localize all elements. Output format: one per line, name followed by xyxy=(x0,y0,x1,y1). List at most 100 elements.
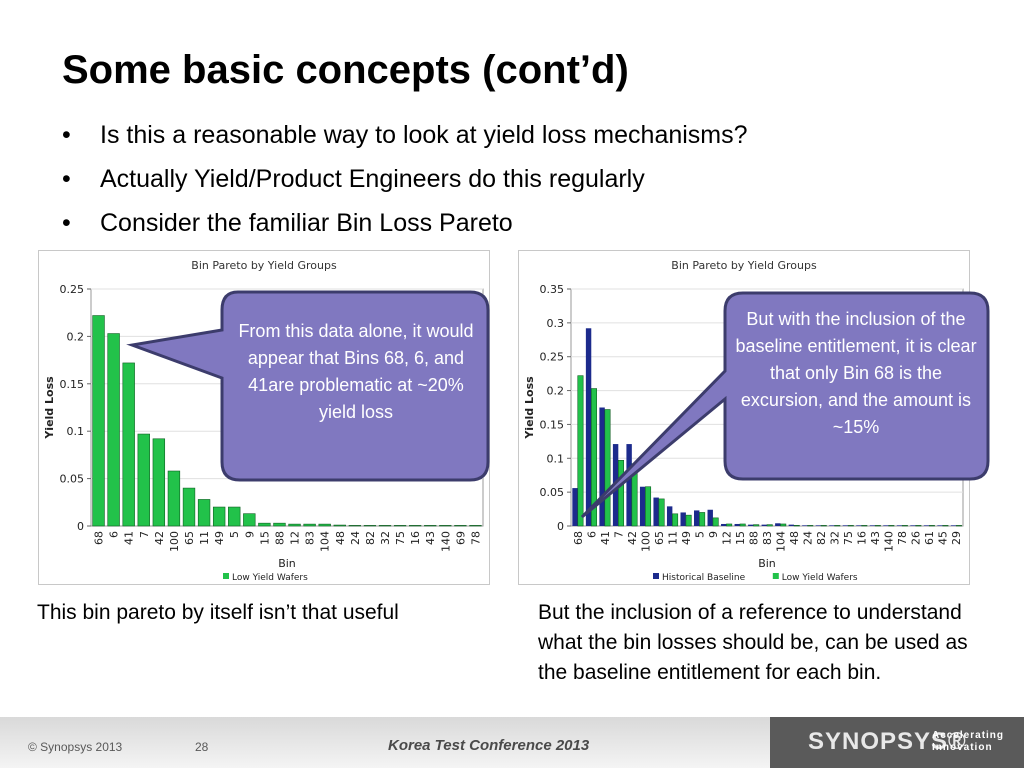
bar xyxy=(748,524,754,526)
bar xyxy=(788,524,795,526)
bar xyxy=(807,525,814,527)
bar xyxy=(883,525,889,526)
legend-label: Historical Baseline xyxy=(662,573,746,583)
x-tick-label: 88 xyxy=(273,531,286,545)
bar xyxy=(122,362,135,527)
chart-title-band xyxy=(527,255,961,277)
bar xyxy=(861,525,868,527)
x-tick-label: 24 xyxy=(802,531,815,545)
bullet-item: Is this a reasonable way to look at yiel… xyxy=(62,120,748,150)
x-tick-label: 11 xyxy=(666,531,679,545)
y-axis-label: Yield Loss xyxy=(43,376,56,440)
x-tick-label: 9 xyxy=(243,531,256,538)
x-tick-label: 15 xyxy=(258,531,271,545)
x-tick-label: 61 xyxy=(923,531,936,545)
x-tick-label: 42 xyxy=(153,531,166,545)
x-tick-label: 82 xyxy=(815,531,828,545)
bar xyxy=(856,525,862,526)
bar xyxy=(910,525,916,526)
footer-copyright: © Synopsys 2013 xyxy=(28,740,123,754)
y-tick-label: 0.15 xyxy=(60,378,85,391)
bullet-item: Consider the familiar Bin Loss Pareto xyxy=(62,208,748,238)
callout-right: But with the inclusion of the baseline e… xyxy=(580,291,992,521)
bar xyxy=(439,525,452,527)
bar xyxy=(590,388,597,527)
legend-label: Low Yield Wafers xyxy=(232,573,308,583)
bar xyxy=(258,522,271,527)
x-tick-label: 6 xyxy=(108,531,121,538)
bar xyxy=(666,506,673,526)
x-tick-label: 68 xyxy=(93,531,106,545)
bar xyxy=(699,512,706,527)
synopsys-logo: SYNOPSYS® xyxy=(808,728,967,755)
bar xyxy=(167,470,181,527)
bar xyxy=(424,525,437,527)
x-tick-label: 12 xyxy=(720,531,733,545)
bar xyxy=(712,517,719,527)
bar xyxy=(775,523,781,526)
bar xyxy=(766,524,773,527)
x-tick-label: 6 xyxy=(585,531,598,538)
x-tick-label: 65 xyxy=(653,531,666,545)
bar xyxy=(829,525,835,526)
x-tick-label: 24 xyxy=(349,531,362,545)
y-tick-label: 0.15 xyxy=(540,418,565,431)
bar xyxy=(626,444,632,526)
bar xyxy=(734,523,740,526)
bar xyxy=(753,524,760,527)
x-tick-label: 49 xyxy=(213,531,226,545)
x-tick-label: 83 xyxy=(304,531,317,545)
x-tick-label: 48 xyxy=(788,531,801,545)
bar xyxy=(847,525,854,527)
tagline-line-1: Accelerating xyxy=(932,730,1005,741)
y-tick-label: 0.25 xyxy=(60,283,85,296)
x-tick-label: 83 xyxy=(761,531,774,545)
x-tick-label: 43 xyxy=(424,531,437,545)
bar xyxy=(928,525,935,527)
bar xyxy=(572,488,578,526)
tagline-line-2: Innovation xyxy=(932,742,993,753)
x-tick-label: 11 xyxy=(198,531,211,545)
bar xyxy=(869,525,876,526)
bar xyxy=(726,523,733,527)
bar xyxy=(363,525,377,527)
conference-name: Korea Test Conference 2013 xyxy=(388,737,590,754)
bar xyxy=(950,525,957,526)
bar xyxy=(469,525,482,527)
chart-title: Bin Pareto by Yield Groups xyxy=(671,259,817,272)
x-tick-label: 78 xyxy=(896,531,909,545)
bar xyxy=(152,438,166,527)
callout-right-shape xyxy=(580,291,990,519)
callout-left-shape xyxy=(126,290,490,482)
x-tick-label: 45 xyxy=(937,531,950,545)
bar xyxy=(454,525,467,527)
brand-block xyxy=(770,717,1024,768)
bar xyxy=(942,525,949,527)
bar xyxy=(618,460,625,527)
x-tick-label: 9 xyxy=(707,531,720,538)
x-tick-label: 41 xyxy=(599,531,612,545)
x-tick-label: 69 xyxy=(454,531,467,545)
bar xyxy=(599,407,605,526)
bar xyxy=(585,328,592,526)
bar xyxy=(680,512,686,526)
bar xyxy=(333,524,346,527)
bar xyxy=(955,525,962,527)
slide-title: Some basic concepts (cont’d) xyxy=(62,48,629,92)
caption-right: But the inclusion of a reference to unde… xyxy=(538,601,968,684)
bar xyxy=(672,513,679,527)
bar xyxy=(604,409,611,527)
bar xyxy=(901,525,908,527)
x-tick-label: 82 xyxy=(364,531,377,545)
callout-left-text: From this data alone, it would appear th… xyxy=(238,321,474,422)
x-axis-label: Bin xyxy=(278,557,296,570)
bar xyxy=(107,333,120,527)
bar xyxy=(273,522,286,527)
bar xyxy=(923,525,930,526)
bar xyxy=(896,525,903,526)
y-tick-label: 0 xyxy=(77,520,84,533)
x-tick-label: 16 xyxy=(409,531,422,545)
x-tick-label: 104 xyxy=(775,531,788,552)
x-tick-label: 49 xyxy=(680,531,693,545)
bullet-item: Actually Yield/Product Engineers do this… xyxy=(62,164,748,194)
